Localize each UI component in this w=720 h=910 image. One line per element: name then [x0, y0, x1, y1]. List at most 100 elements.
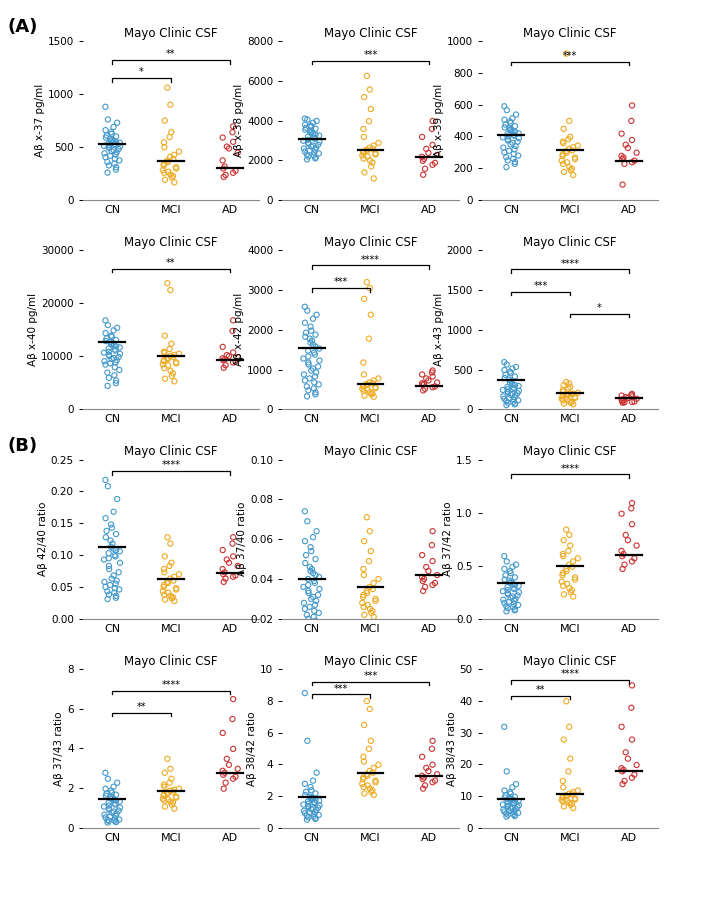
- Point: [361, 767, 372, 782]
- Point: [361, 693, 372, 708]
- Point: [357, 590, 369, 604]
- Point: [312, 801, 324, 815]
- Point: [102, 112, 114, 126]
- Point: [363, 331, 374, 346]
- Point: [509, 578, 521, 592]
- Point: [507, 801, 518, 815]
- Point: [100, 788, 112, 803]
- Point: [305, 563, 316, 579]
- Point: [106, 329, 117, 344]
- Point: [558, 533, 570, 548]
- Point: [358, 600, 369, 614]
- Point: [114, 582, 125, 597]
- Point: [509, 790, 521, 804]
- Point: [99, 810, 111, 824]
- Text: (A): (A): [7, 18, 37, 36]
- Point: [102, 365, 113, 379]
- Point: [572, 386, 584, 400]
- Point: [310, 385, 321, 399]
- Point: [499, 363, 510, 378]
- Point: [171, 161, 182, 176]
- Point: [626, 114, 637, 128]
- Point: [301, 813, 312, 827]
- Point: [99, 146, 110, 160]
- Point: [302, 799, 314, 814]
- Y-axis label: Aβ x-42 pg/ml: Aβ x-42 pg/ml: [234, 293, 244, 367]
- Point: [500, 599, 512, 613]
- Point: [618, 150, 629, 165]
- Point: [361, 586, 373, 601]
- Point: [102, 479, 114, 493]
- Point: [107, 791, 118, 805]
- Point: [163, 559, 175, 573]
- Point: [358, 568, 369, 582]
- Point: [366, 605, 377, 620]
- Point: [161, 530, 173, 544]
- Point: [168, 783, 180, 797]
- Point: [103, 370, 114, 385]
- Point: [626, 133, 638, 147]
- Point: [314, 135, 325, 149]
- Point: [431, 147, 443, 162]
- Point: [368, 389, 379, 404]
- Point: [111, 573, 122, 588]
- Point: [228, 345, 239, 359]
- Point: [567, 143, 578, 157]
- Point: [303, 586, 315, 601]
- Point: [361, 275, 372, 289]
- Point: [168, 573, 179, 588]
- Point: [171, 355, 182, 369]
- Point: [302, 149, 314, 164]
- Point: [230, 164, 241, 178]
- Point: [368, 788, 379, 803]
- Point: [370, 147, 382, 161]
- Point: [513, 798, 525, 813]
- Title: Mayo Clinic CSF: Mayo Clinic CSF: [125, 654, 217, 668]
- Point: [307, 311, 319, 326]
- Point: [616, 152, 628, 167]
- Point: [504, 376, 516, 390]
- Point: [629, 394, 640, 409]
- Point: [309, 795, 320, 810]
- Title: Mayo Clinic CSF: Mayo Clinic CSF: [125, 445, 217, 459]
- Point: [358, 770, 369, 784]
- Point: [557, 547, 569, 561]
- Point: [358, 355, 369, 369]
- Point: [112, 491, 123, 506]
- Point: [302, 578, 314, 592]
- Point: [502, 384, 513, 399]
- Text: ****: ****: [161, 680, 181, 690]
- Title: Mayo Clinic CSF: Mayo Clinic CSF: [125, 236, 217, 249]
- Point: [301, 808, 312, 823]
- Point: [562, 764, 574, 779]
- Point: [362, 382, 374, 397]
- Point: [557, 393, 569, 408]
- Point: [165, 363, 176, 378]
- Point: [626, 496, 638, 511]
- Point: [370, 775, 382, 790]
- Point: [427, 369, 438, 384]
- Point: [99, 358, 111, 372]
- Point: [305, 335, 316, 349]
- Point: [508, 795, 519, 810]
- Point: [358, 122, 369, 136]
- Point: [110, 147, 122, 162]
- Point: [513, 579, 524, 593]
- Point: [364, 763, 375, 778]
- Point: [501, 358, 513, 372]
- Point: [499, 790, 510, 804]
- Point: [110, 527, 122, 541]
- Point: [109, 342, 120, 357]
- Point: [418, 782, 429, 796]
- Point: [103, 551, 114, 565]
- Point: [557, 384, 569, 399]
- Point: [105, 792, 117, 806]
- Point: [313, 794, 325, 808]
- Point: [509, 593, 521, 608]
- Point: [99, 574, 110, 589]
- Point: [618, 557, 630, 572]
- Text: ***: ***: [334, 683, 348, 693]
- Point: [305, 540, 316, 554]
- Text: ***: ***: [534, 281, 548, 291]
- Point: [305, 323, 317, 338]
